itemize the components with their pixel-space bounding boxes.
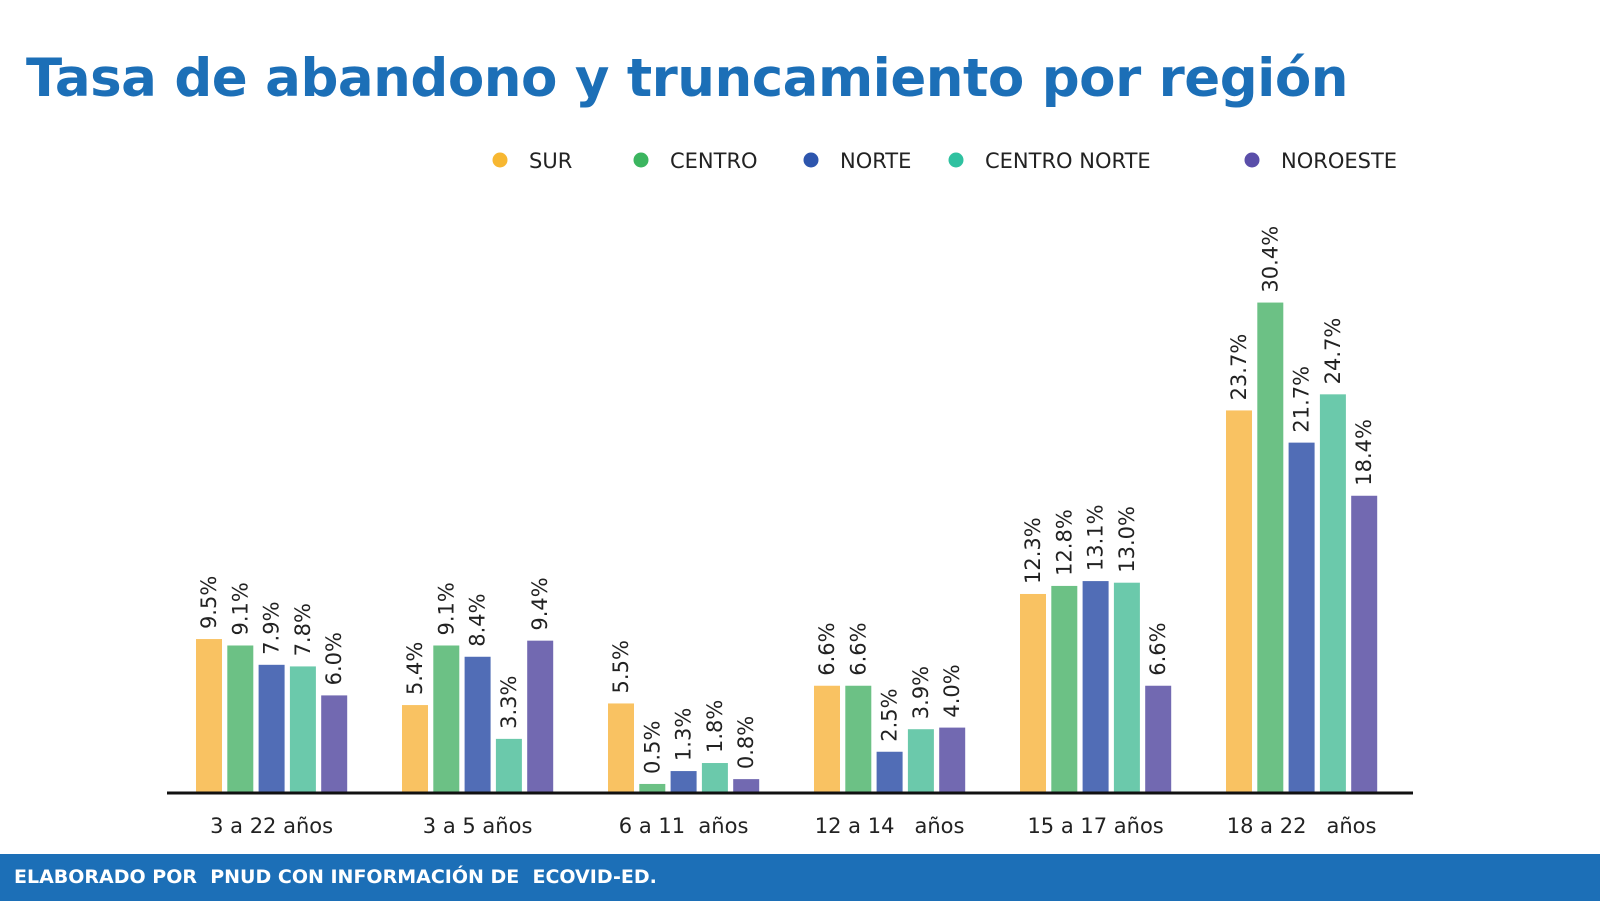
- value-label: 7.9%: [260, 601, 284, 654]
- bar-noroeste-2: [733, 779, 760, 792]
- bar-noroeste-3: [939, 727, 966, 792]
- chart-bars: [196, 302, 1378, 792]
- value-label: 6.6%: [846, 622, 870, 675]
- legend-label-centro-norte: CENTRO NORTE: [985, 149, 1151, 173]
- legend-marker-sur: [492, 152, 508, 168]
- value-label: 0.5%: [640, 721, 664, 774]
- chart-category-labels: 3 a 22 años 3 a 5 años 6 a 11 años 12 a 14 …: [210, 814, 1376, 838]
- value-label: 12.8%: [1052, 509, 1076, 576]
- legend-marker-noroeste: [1244, 152, 1260, 168]
- footer-bar: ELABORADO POR PNUD CON INFORMACIÓN DE EC…: [0, 854, 1600, 901]
- bar-centro-norte-0: [289, 666, 316, 792]
- bar-norte-5: [1288, 442, 1315, 792]
- value-label: 6.0%: [322, 632, 346, 685]
- bar-sur-5: [1226, 410, 1252, 792]
- bar-norte-4: [1082, 581, 1109, 792]
- bar-centro-3: [845, 685, 872, 792]
- value-label: 1.8%: [703, 700, 727, 753]
- value-label: 9.4%: [528, 577, 552, 630]
- value-label: 7.8%: [291, 603, 315, 656]
- value-label: 5.5%: [609, 640, 633, 693]
- bar-noroeste-1: [527, 640, 554, 792]
- value-label: 9.5%: [197, 576, 221, 629]
- value-label: 30.4%: [1258, 226, 1282, 293]
- value-label: 9.1%: [434, 582, 458, 635]
- value-label: 21.7%: [1290, 366, 1314, 433]
- bar-norte-3: [876, 751, 903, 792]
- bar-centro-norte-4: [1113, 582, 1140, 792]
- source-note: ELABORADO POR PNUD CON INFORMACIÓN DE EC…: [14, 866, 657, 888]
- bar-norte-0: [258, 664, 285, 792]
- bar-noroeste-4: [1145, 685, 1172, 792]
- legend-label-centro: CENTRO: [670, 149, 758, 173]
- bar-centro-norte-5: [1319, 394, 1346, 792]
- legend-label-sur: SUR: [529, 149, 572, 173]
- bar-chart: SUR CENTRO NORTE CENTRO NORTE NOROESTE 9.5% 9…: [167, 149, 1413, 838]
- chart-legend: SUR CENTRO NORTE CENTRO NORTE NOROESTE: [492, 149, 1397, 173]
- bar-sur-4: [1020, 593, 1046, 792]
- legend-marker-centro-norte: [948, 152, 964, 168]
- bar-norte-2: [670, 771, 697, 792]
- bar-norte-1: [464, 656, 491, 792]
- category-label: 3 a 22 años: [210, 814, 333, 838]
- category-label: 3 a 5 años: [423, 814, 533, 838]
- value-label: 5.4%: [403, 642, 427, 695]
- value-label: 3.3%: [497, 676, 521, 729]
- value-label: 13.0%: [1115, 506, 1139, 573]
- value-label: 6.6%: [1146, 622, 1170, 675]
- bar-centro-1: [433, 645, 460, 792]
- bar-centro-norte-1: [495, 738, 522, 792]
- bar-sur-0: [196, 639, 222, 792]
- bar-noroeste-0: [321, 695, 348, 792]
- value-label: 13.1%: [1084, 504, 1108, 571]
- value-label: 2.5%: [878, 688, 902, 741]
- value-label: 0.8%: [734, 716, 758, 769]
- category-label: 6 a 11 años: [619, 814, 749, 838]
- bar-centro-4: [1051, 585, 1078, 792]
- bar-sur-3: [814, 685, 840, 792]
- value-label: 8.4%: [466, 593, 490, 646]
- value-label: 12.3%: [1021, 517, 1045, 584]
- category-label: 12 a 14 años: [815, 814, 965, 838]
- bar-centro-0: [227, 645, 254, 792]
- bar-sur-1: [402, 705, 428, 792]
- bar-noroeste-5: [1351, 495, 1378, 792]
- bar-centro-2: [639, 783, 666, 792]
- page-title: Tasa de abandono y truncamiento por regi…: [26, 48, 1349, 109]
- chart-value-labels: 9.5% 9.1% 7.9% 7.8% 6.0% 5.4% 9.1% 8.4% 3.3% 9.4%…: [197, 226, 1376, 774]
- legend-label-noroeste: NOROESTE: [1281, 149, 1397, 173]
- value-label: 9.1%: [228, 582, 252, 635]
- value-label: 4.0%: [940, 664, 964, 717]
- bar-centro-norte-3: [907, 729, 934, 792]
- value-label: 23.7%: [1227, 334, 1251, 401]
- bar-sur-2: [608, 703, 634, 792]
- category-label: 18 a 22 años: [1227, 814, 1377, 838]
- legend-marker-centro: [633, 152, 649, 168]
- value-label: 3.9%: [909, 666, 933, 719]
- value-label: 24.7%: [1321, 318, 1345, 385]
- legend-marker-norte: [803, 152, 819, 168]
- value-label: 18.4%: [1352, 419, 1376, 486]
- category-label: 15 a 17 años: [1027, 814, 1163, 838]
- bar-centro-norte-2: [701, 763, 728, 792]
- bar-centro-5: [1257, 302, 1284, 792]
- value-label: 1.3%: [672, 708, 696, 761]
- legend-label-norte: NORTE: [840, 149, 911, 173]
- value-label: 6.6%: [815, 622, 839, 675]
